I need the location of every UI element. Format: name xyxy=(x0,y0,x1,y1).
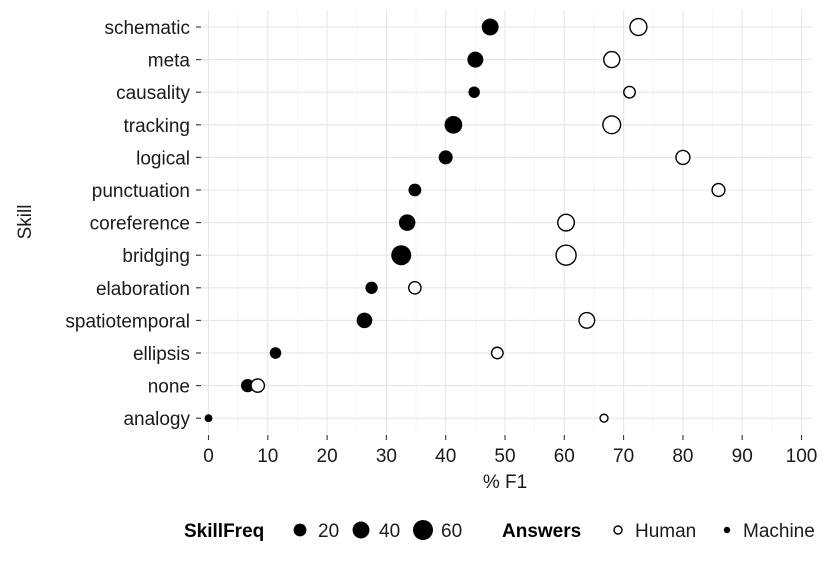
x-tick-label-70: 70 xyxy=(613,446,634,467)
y-axis-title: Skill xyxy=(15,205,36,240)
x-tick-label-20: 20 xyxy=(317,446,338,467)
x-tick-label-50: 50 xyxy=(494,446,515,467)
legend-size-label-60: 60 xyxy=(441,521,462,542)
y-tick-label-punctuation: punctuation xyxy=(92,181,190,202)
machine-point-ellipsis xyxy=(269,347,282,359)
y-tick-label-tracking: tracking xyxy=(123,116,190,137)
human-point-coreference xyxy=(557,213,576,232)
machine-point-logical xyxy=(438,150,453,165)
legend-human-label: Human xyxy=(635,521,696,542)
legend-machine-marker xyxy=(723,526,731,534)
grid-layer xyxy=(196,10,812,433)
machine-point-causality xyxy=(468,86,480,98)
human-point-schematic xyxy=(629,17,648,37)
machine-point-analogy xyxy=(204,414,213,423)
machine-point-schematic xyxy=(481,18,499,36)
y-tick-label-analogy: analogy xyxy=(123,409,190,430)
legend-size-items: 20 40 60 xyxy=(293,520,462,542)
data-points xyxy=(204,17,726,423)
human-point-bridging xyxy=(555,244,577,266)
machine-point-punctuation xyxy=(408,183,422,197)
human-point-spatiotemporal xyxy=(578,311,596,329)
x-tick-label-90: 90 xyxy=(732,446,753,467)
legend-size-label-20: 20 xyxy=(318,521,339,542)
human-point-logical xyxy=(675,149,691,166)
y-tick-label-none: none xyxy=(148,377,190,398)
x-tick-label-30: 30 xyxy=(376,446,397,467)
machine-point-elaboration xyxy=(365,281,378,294)
y-tick-label-ellipsis: ellipsis xyxy=(133,344,190,365)
human-point-meta xyxy=(603,50,621,69)
human-point-elaboration xyxy=(408,280,422,295)
y-tick-label-causality: causality xyxy=(116,83,190,104)
x-tick-label-100: 100 xyxy=(786,446,818,467)
machine-point-none xyxy=(240,378,255,393)
legend-machine-label: Machine xyxy=(743,521,815,542)
machine-point-spatiotemporal xyxy=(356,312,373,329)
legend-human-marker xyxy=(613,525,623,535)
machine-point-meta xyxy=(467,51,484,68)
x-tick-label-0: 0 xyxy=(203,446,214,467)
legend-size-marker-60 xyxy=(413,520,433,540)
x-axis-title: % F1 xyxy=(483,472,527,493)
legend-answers-title: Answers xyxy=(502,521,581,542)
y-tick-label-meta: meta xyxy=(148,51,191,72)
human-point-ellipsis xyxy=(490,346,504,360)
y-axis: schematic meta causality tracking logical pun… xyxy=(65,18,201,430)
x-tick-label-60: 60 xyxy=(554,446,575,467)
legend-size-label-40: 40 xyxy=(379,521,400,542)
machine-point-coreference xyxy=(398,214,416,231)
y-tick-label-logical: logical xyxy=(136,148,190,169)
legend: SkillFreq 20 40 60 Answers Human Machine xyxy=(184,520,815,542)
x-tick-label-40: 40 xyxy=(435,446,456,467)
human-point-analogy xyxy=(599,413,609,423)
machine-point-bridging xyxy=(391,245,412,266)
human-point-tracking xyxy=(602,115,622,135)
machine-point-tracking xyxy=(444,115,463,134)
y-tick-label-bridging: bridging xyxy=(122,246,190,267)
human-point-causality xyxy=(623,85,636,99)
y-tick-label-elaboration: elaboration xyxy=(96,279,190,300)
y-tick-label-spatiotemporal: spatiotemporal xyxy=(65,311,190,332)
x-tick-label-80: 80 xyxy=(672,446,693,467)
human-point-punctuation xyxy=(711,182,726,198)
y-tick-label-schematic: schematic xyxy=(104,18,190,39)
legend-size-marker-20 xyxy=(293,523,307,537)
legend-answers-items: Human Machine xyxy=(613,521,815,542)
legend-size-title: SkillFreq xyxy=(184,521,264,542)
legend-size-marker-40 xyxy=(352,521,370,539)
x-axis: 0 10 20 30 40 50 60 70 80 90 100 xyxy=(203,435,817,467)
human-point-none xyxy=(250,378,266,393)
x-tick-label-10: 10 xyxy=(257,446,278,467)
y-tick-label-coreference: coreference xyxy=(90,214,190,235)
